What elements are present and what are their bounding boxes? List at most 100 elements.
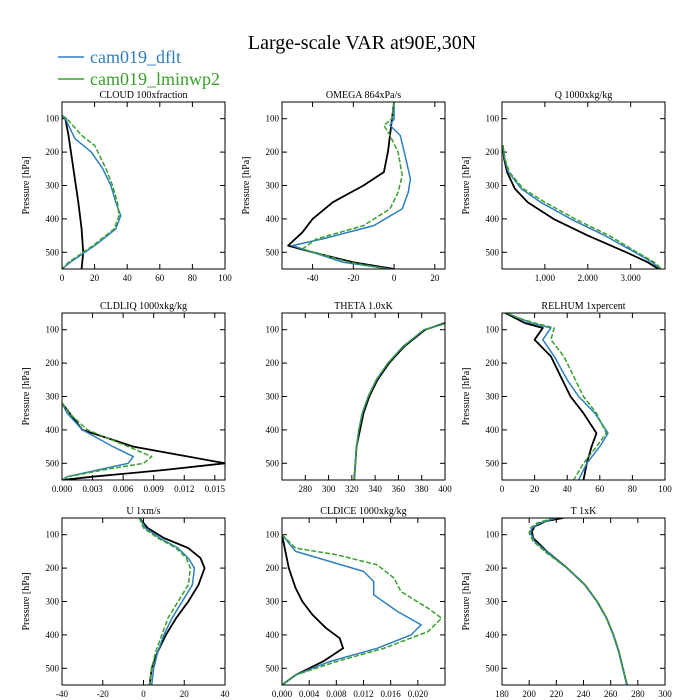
y-tick-label: 200 [266,563,280,573]
panel-title: Q 1000xkg/kg [555,90,613,101]
x-tick-label: 20 [530,484,540,494]
y-tick-label: 500 [266,458,280,468]
series-line-1 [531,518,628,685]
series-line-3 [62,402,153,480]
x-tick-label: 0.004 [299,689,320,699]
x-tick-label: 0.012 [174,484,194,494]
x-tick-label: 2.000 [578,273,599,283]
x-tick-label: 0.020 [408,689,429,699]
y-tick-label: 300 [266,181,280,191]
panel-title: RELHUM 1xpercent [541,301,625,312]
x-tick-label: 260 [604,689,618,699]
y-tick-label: 300 [46,392,60,402]
series-line-2 [138,518,196,685]
y-tick-label: 200 [486,563,500,573]
x-tick-label: 300 [658,689,672,699]
legend-label-1: cam019_dflt [90,47,181,67]
x-tick-label: 0.000 [272,689,293,699]
panel-title: CLDICE 1000xkg/kg [320,506,406,517]
x-tick-label: 20 [90,273,100,283]
plot-frame [501,517,666,686]
series-line-3 [506,313,608,480]
y-tick-label: 500 [46,663,60,673]
y-axis-label: Pressure [hPa] [461,572,472,630]
series-line-1 [62,402,225,480]
y-tick-label: 400 [266,214,280,224]
panel-5: THETA 1.0xK 100 200 300 400 500 280 300 320 340 36… [266,301,453,494]
x-tick-label: 0 [392,273,397,283]
plot-frame [501,101,666,270]
y-tick-label: 100 [486,530,500,540]
x-tick-label: 0.016 [381,689,402,699]
y-tick-label: 100 [486,325,500,335]
x-tick-label: 60 [155,273,165,283]
x-tick-label: 240 [577,689,591,699]
y-axis-label: Pressure [hPa] [21,572,32,630]
x-tick-label: 80 [188,273,198,283]
x-tick-label: 200 [522,689,536,699]
series-line-2 [62,114,122,269]
x-tick-label: 340 [368,484,382,494]
series-line-3 [301,102,403,269]
x-tick-label: 20 [180,689,190,699]
y-axis-label: Pressure [hPa] [241,156,252,214]
x-tick-label: -20 [97,689,109,699]
panel-title: T 1xK [571,506,597,517]
series-line-3 [282,534,443,685]
x-tick-label: -40 [56,689,68,699]
plot-frame [281,101,446,270]
x-tick-label: 3.000 [621,273,642,283]
x-tick-label: 0.008 [326,689,347,699]
y-tick-label: 100 [266,530,280,540]
y-tick-label: 400 [266,425,280,435]
y-axis-label: Pressure [hPa] [461,367,472,425]
x-tick-label: 60 [595,484,605,494]
x-tick-label: 0.000 [52,484,73,494]
series-line-1 [502,145,660,269]
legend-label-2: cam019_lminwp2 [90,69,220,89]
y-tick-label: 100 [486,114,500,124]
y-tick-label: 400 [46,425,60,435]
panel-title: THETA 1.0xK [334,301,393,312]
series-line-3 [528,518,628,685]
y-tick-label: 200 [266,147,280,157]
x-tick-label: 300 [322,484,336,494]
panel-title: OMEGA 864xPa/s [326,90,401,101]
plot-frame [61,312,226,481]
y-tick-label: 300 [266,392,280,402]
x-tick-label: 100 [658,484,672,494]
series-line-1 [353,322,445,480]
x-tick-label: 0.012 [353,689,373,699]
series-line-1 [62,114,85,269]
series-line-2 [282,534,422,685]
panel-title: U 1xm/s [126,506,160,517]
x-tick-label: 40 [221,689,231,699]
y-tick-label: 500 [486,663,500,673]
y-tick-label: 200 [486,358,500,368]
y-tick-label: 100 [46,114,60,124]
plot-frame [281,517,446,686]
x-tick-label: 1.000 [535,273,556,283]
x-tick-label: 280 [631,689,645,699]
y-tick-label: 500 [486,458,500,468]
series-line-1 [287,102,395,269]
y-tick-label: 300 [46,181,60,191]
y-tick-label: 500 [486,247,500,257]
series-line-3 [138,518,192,685]
y-tick-label: 200 [266,358,280,368]
plot-frame [501,312,666,481]
x-tick-label: -20 [347,273,359,283]
panel-title: CLDLIQ 1000xkg/kg [100,301,187,312]
series-line-3 [502,145,663,269]
y-tick-label: 500 [46,458,60,468]
y-tick-label: 300 [46,597,60,607]
y-tick-label: 200 [46,147,60,157]
x-tick-label: 220 [550,689,564,699]
x-tick-label: -40 [307,273,319,283]
x-tick-label: 0 [60,273,65,283]
y-tick-label: 200 [46,358,60,368]
series-line-1 [282,534,344,685]
